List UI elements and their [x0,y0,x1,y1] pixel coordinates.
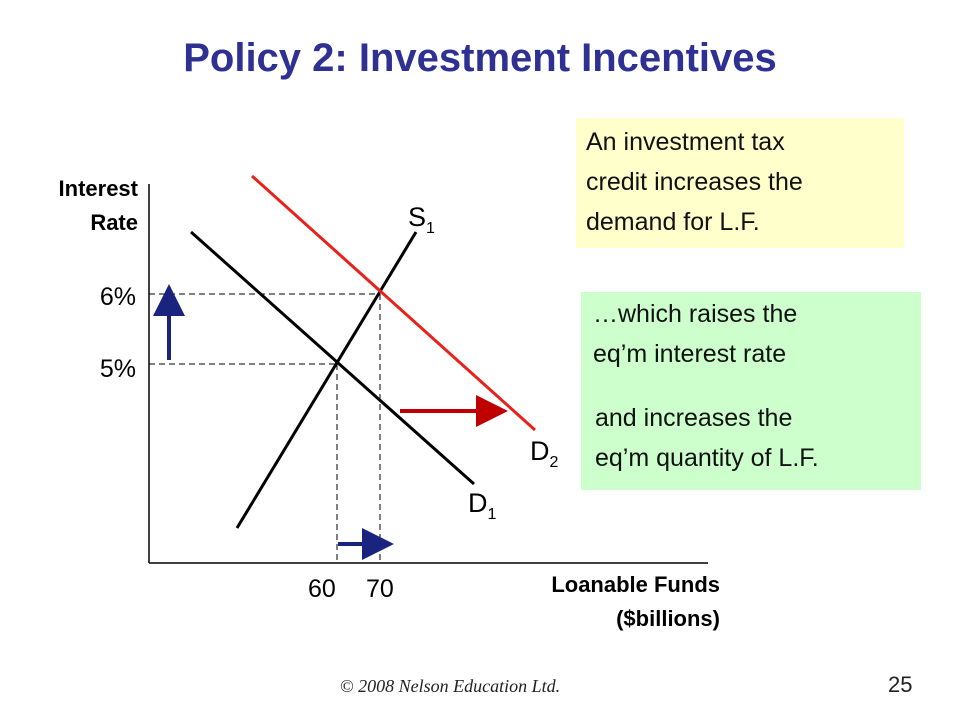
callout-line: An investment tax [586,128,785,156]
x-tick-label-70: 70 [366,575,394,603]
y-axis-label-line: Interest [58,176,138,201]
callout-line: and increases the [595,404,793,432]
callout-line: …which raises the [593,300,798,328]
callout-tax-credit: An investment tax credit increases the d… [576,118,904,248]
x-axis-label-line: Loanable Funds [551,572,720,597]
callout-equilibrium-effects: …which raises the eq’m interest rate and… [581,292,921,490]
supply-curve-s1 [235,231,418,529]
page-number: 25 [888,672,913,697]
slide-title: Policy 2: Investment Incentives [183,36,777,80]
x-axis-label-line: ($billions) [616,606,720,631]
copyright-footer: © 2008 Nelson Education Ltd. [339,676,561,696]
demand-curve-d1-label: D1 [468,488,497,523]
callout-line: eq’m interest rate [593,340,787,368]
x-axis-label: Loanable Funds ($billions) [551,568,720,636]
demand-curve-d2-label: D2 [530,436,559,471]
callout-line: eq’m quantity of L.F. [595,444,819,472]
y-tick-label-6: 6% [100,283,136,311]
demand-curve-d2 [250,174,537,432]
callout-line: demand for L.F. [586,208,760,236]
y-axis-label-line: Rate [90,210,138,235]
y-axis-label: Interest Rate [59,172,138,240]
callout-line: credit increases the [586,168,803,196]
y-tick-label-5: 5% [100,355,136,383]
x-tick-label-60: 60 [308,575,336,603]
supply-curve-label: S1 [408,202,435,237]
demand-curve-d1 [190,230,475,486]
